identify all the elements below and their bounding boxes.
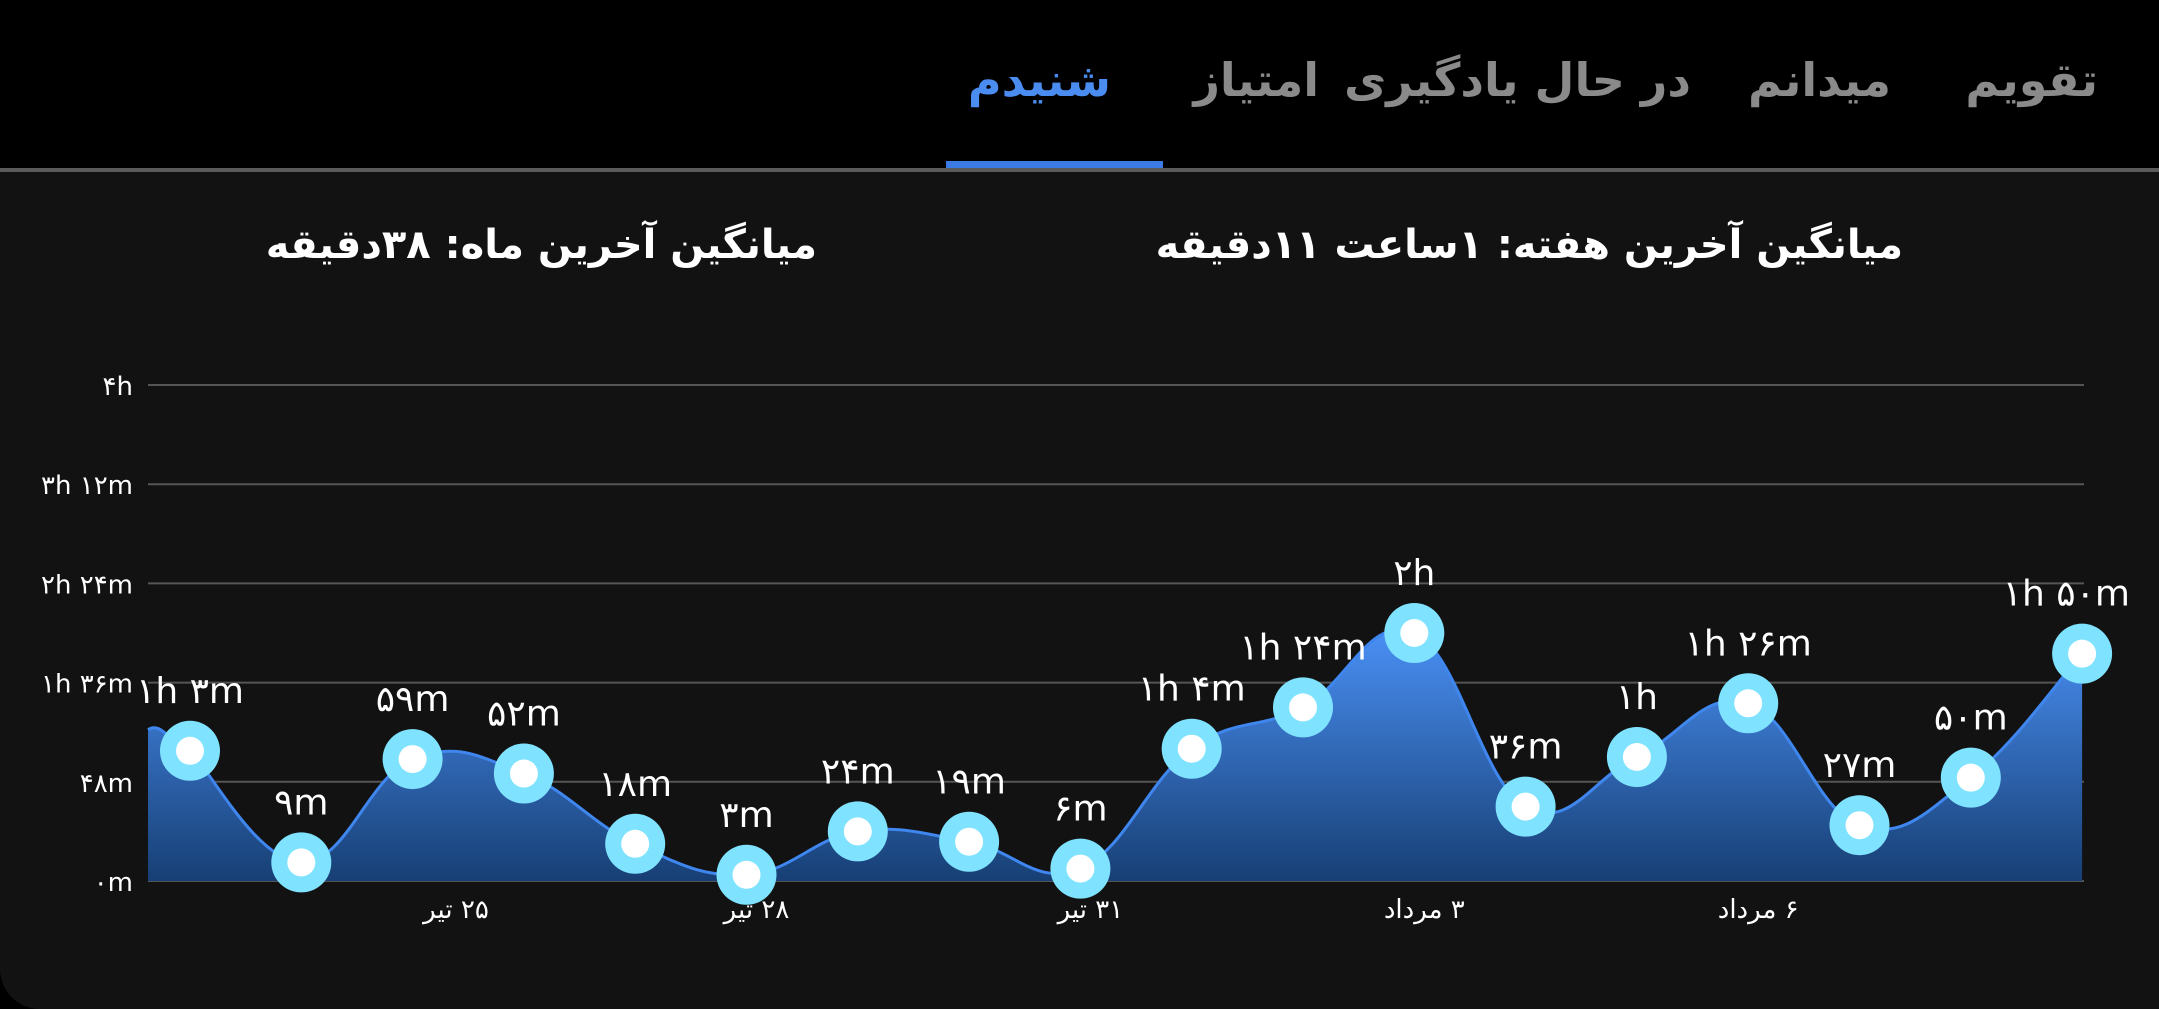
data-point[interactable] — [493, 743, 554, 804]
data-point[interactable] — [271, 832, 332, 893]
data-point-dot — [1511, 792, 1540, 821]
tab-heard[interactable]: شنیدم — [967, 53, 1111, 107]
data-label: ۱۹m — [932, 762, 1006, 803]
data-point[interactable] — [1495, 776, 1556, 837]
data-label: ۱h — [1616, 677, 1658, 718]
data-point[interactable] — [1606, 727, 1667, 787]
data-point-dot — [509, 759, 538, 788]
y-tick-label: ۴h — [103, 372, 133, 402]
data-label: ۱h ۳m — [136, 671, 244, 712]
data-point[interactable] — [605, 813, 666, 874]
data-point[interactable] — [382, 729, 443, 790]
data-label: ۵۹m — [376, 679, 450, 720]
data-label: ۹m — [274, 782, 328, 823]
x-tick-label: ۳ مرداد — [1384, 895, 1465, 925]
y-tick-label: ۳h ۱۲m — [41, 471, 133, 501]
data-point[interactable] — [1384, 603, 1445, 663]
data-point-dot — [955, 827, 984, 856]
data-point[interactable] — [1050, 838, 1111, 899]
y-tick-label: ۱h ۳۶m — [41, 670, 133, 700]
data-point-dot — [1289, 693, 1317, 722]
x-tick-label: ۲۵ تیر — [421, 895, 489, 925]
y-tick-label: ۲h ۲۴m — [41, 570, 133, 600]
tab-calendar[interactable]: تقویم — [1965, 53, 2098, 107]
week-average-summary: میانگین آخرین هفته: ۱ساعت ۱۱دقیقه — [1155, 222, 1903, 268]
tab-score[interactable]: امتیاز — [1193, 53, 1319, 107]
data-point[interactable] — [827, 801, 888, 862]
month-average-summary: میانگین آخرین ماه: ۳۸دقیقه — [265, 222, 817, 268]
data-point[interactable] — [2052, 623, 2113, 684]
data-label: ۵۲m — [487, 694, 561, 735]
data-label: ۱h ۲۴m — [1239, 627, 1366, 668]
data-point-dot — [1845, 811, 1874, 840]
data-label: ۲۷m — [1823, 745, 1897, 786]
data-point[interactable] — [939, 811, 1000, 872]
data-point[interactable] — [1273, 677, 1333, 738]
tab-known[interactable]: میدانم — [1748, 53, 1891, 107]
data-point-dot — [1622, 743, 1651, 771]
data-label: ۱h ۵۰m — [2003, 574, 2130, 615]
data-point[interactable] — [1940, 747, 2001, 808]
data-point[interactable] — [716, 844, 777, 905]
data-label: ۶m — [1053, 789, 1107, 830]
x-tick-label: ۶ مرداد — [1718, 895, 1799, 925]
data-point-dot — [1177, 734, 1206, 763]
data-point[interactable] — [1718, 673, 1779, 734]
active-tab-indicator — [946, 161, 1163, 168]
tab-divider — [0, 168, 2159, 172]
data-point-dot — [1956, 763, 1985, 792]
data-point-dot — [732, 860, 761, 889]
data-label: ۵۰m — [1934, 698, 2008, 739]
data-label: ۱h ۲۶m — [1685, 623, 1812, 664]
data-point-dot — [176, 736, 204, 765]
data-label: ۱۸m — [598, 764, 672, 805]
data-point[interactable] — [1161, 718, 1222, 779]
y-tick-label: ۴۸m — [80, 769, 133, 799]
data-label: ۱h ۴m — [1138, 669, 1246, 710]
data-point-dot — [1734, 689, 1763, 718]
data-point-dot — [398, 745, 427, 774]
tab-bar: تقویم میدانم در حال یادگیری امتیاز شنیدم — [0, 0, 2159, 168]
data-label: ۲h — [1393, 553, 1435, 594]
data-point-dot — [287, 848, 316, 877]
data-label: ۳۶m — [1489, 727, 1563, 768]
data-point[interactable] — [1829, 795, 1890, 856]
tab-learning[interactable]: در حال یادگیری — [1344, 53, 1691, 107]
data-label: ۳m — [719, 795, 773, 836]
data-point-dot — [1066, 854, 1095, 883]
data-point-dot — [621, 829, 650, 858]
data-label: ۲۴m — [821, 751, 895, 792]
data-point-dot — [1400, 619, 1429, 647]
y-tick-label: ۰m — [94, 868, 133, 898]
data-point-dot — [2068, 639, 2097, 668]
area-fill — [148, 629, 2083, 881]
x-tick-label: ۳۱ تیر — [1056, 895, 1124, 925]
data-point[interactable] — [160, 720, 220, 781]
data-point-dot — [843, 817, 872, 846]
